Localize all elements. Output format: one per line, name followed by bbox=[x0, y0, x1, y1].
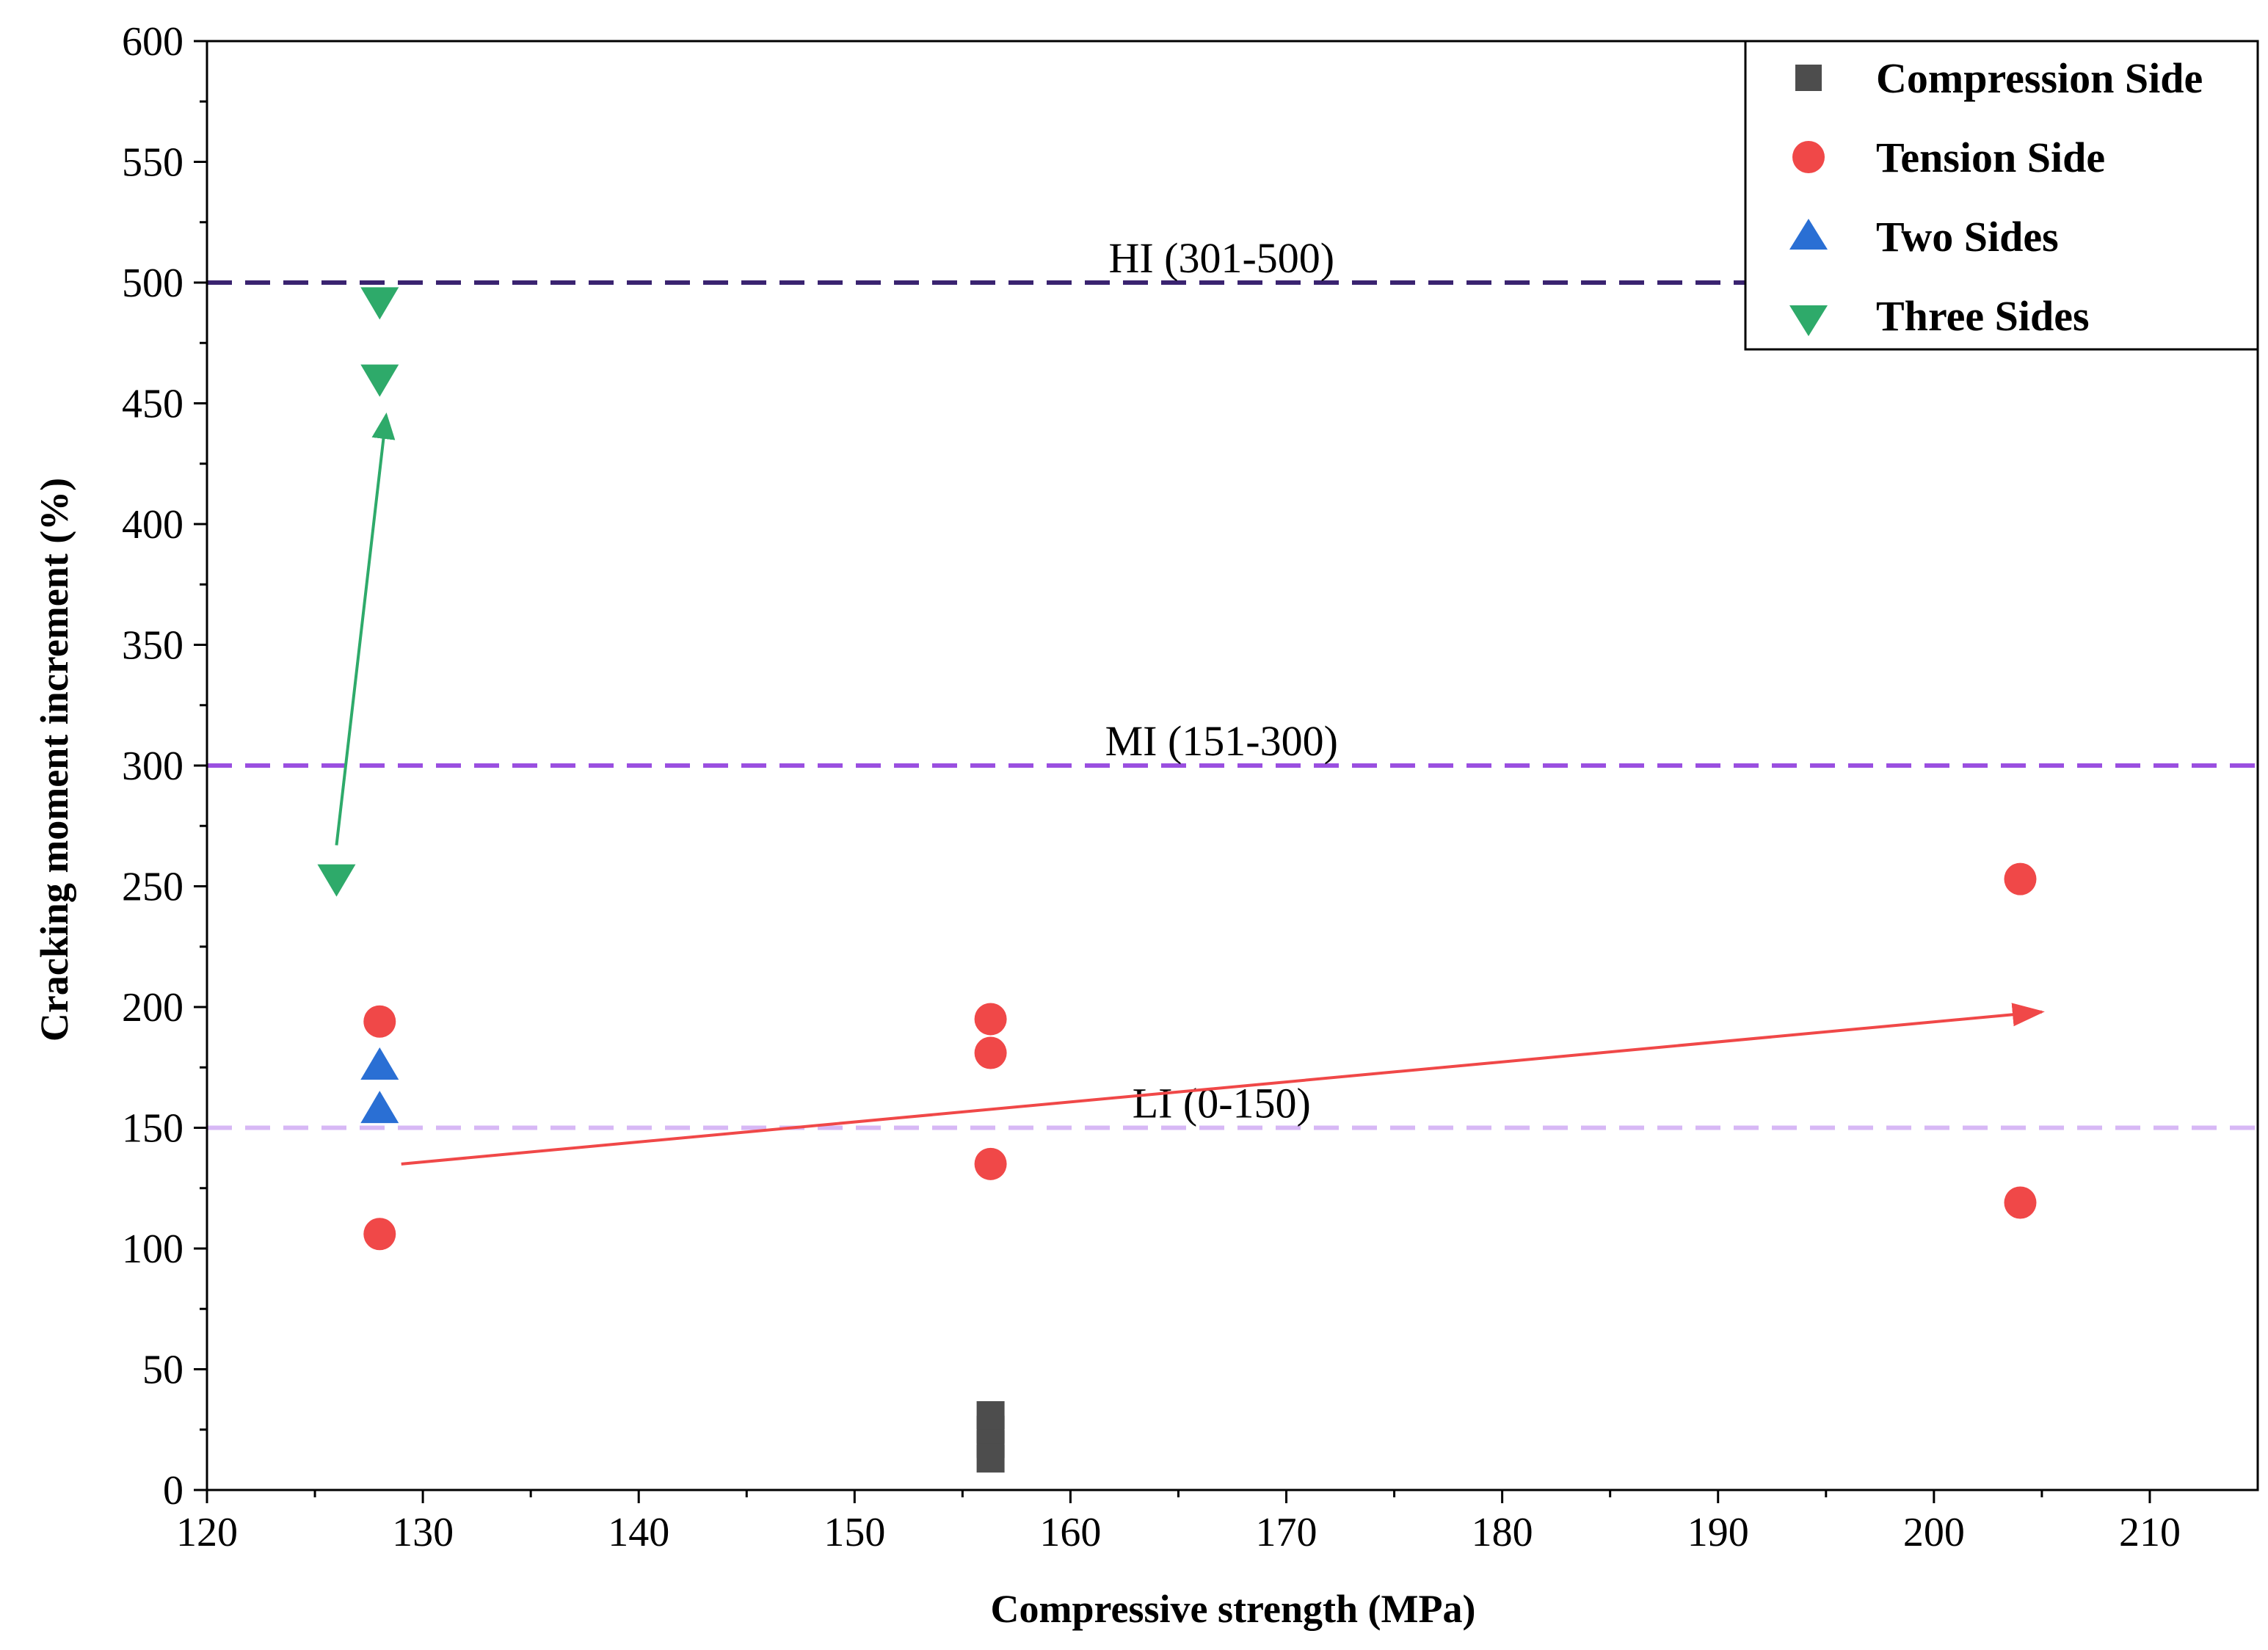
x-tick-label-2: 140 bbox=[608, 1510, 669, 1555]
point-three-sides-1 bbox=[360, 364, 399, 397]
y-tick-label-1: 50 bbox=[142, 1348, 183, 1393]
point-tension-side-3 bbox=[974, 1036, 1007, 1069]
legend-icon-compression-side bbox=[1795, 65, 1822, 91]
legend-icon-two-sides bbox=[1789, 219, 1828, 250]
legend-icon-tension-side bbox=[1792, 141, 1825, 173]
x-tick-label-3: 150 bbox=[824, 1510, 885, 1555]
y-tick-label-11: 550 bbox=[122, 140, 183, 186]
x-tick-label-5: 170 bbox=[1256, 1510, 1317, 1555]
legend-label-compression-side: Compression Side bbox=[1876, 54, 2203, 102]
reference-lines: HI (301-500)MI (151-300)LI (0-150) bbox=[207, 234, 2258, 1130]
y-tick-label-12: 600 bbox=[122, 19, 183, 65]
point-tension-side-6 bbox=[2004, 1186, 2037, 1219]
point-tension-side-2 bbox=[974, 1003, 1007, 1036]
point-tension-side-1 bbox=[363, 1218, 396, 1251]
y-axis-title: Cracking moment increment (%) bbox=[32, 478, 76, 1042]
y-tick-label-0: 0 bbox=[163, 1468, 183, 1513]
x-tick-label-7: 190 bbox=[1687, 1510, 1749, 1555]
trend-arrow-1 bbox=[401, 1003, 2045, 1166]
y-tick-label-8: 400 bbox=[122, 502, 183, 548]
x-tick-label-0: 120 bbox=[176, 1510, 238, 1555]
trend-arrows bbox=[335, 412, 2045, 1166]
legend-label-three-sides: Three Sides bbox=[1876, 292, 2090, 340]
legend-label-two-sides: Two Sides bbox=[1876, 213, 2059, 261]
legend-icon-three-sides bbox=[1789, 305, 1828, 336]
x-tick-label-8: 200 bbox=[1903, 1510, 1965, 1555]
x-axis-title: Compressive strength (MPa) bbox=[991, 1587, 1476, 1631]
axes: 120 130 140 150 160 170 180 190 200 210 0 50 100 150 2… bbox=[122, 19, 2259, 1555]
point-tension-side-0 bbox=[363, 1005, 396, 1038]
y-tick-label-5: 250 bbox=[122, 865, 183, 910]
point-compression-side-3 bbox=[976, 1401, 1005, 1430]
reference-line-label-1: MI (151-300) bbox=[1105, 717, 1338, 765]
x-tick-label-1: 130 bbox=[392, 1510, 454, 1555]
point-three-sides-0 bbox=[360, 287, 399, 320]
y-tick-label-2: 100 bbox=[122, 1226, 183, 1272]
x-tick-label-4: 160 bbox=[1039, 1510, 1101, 1555]
reference-line-label-0: HI (301-500) bbox=[1108, 234, 1334, 282]
y-tick-label-9: 450 bbox=[122, 382, 183, 427]
point-tension-side-4 bbox=[974, 1147, 1007, 1180]
data-points bbox=[317, 287, 2037, 1473]
legend: Compression Side Tension Side Two Sides … bbox=[1744, 40, 2259, 351]
legend-label-tension-side: Tension Side bbox=[1876, 134, 2105, 181]
x-tick-label-6: 180 bbox=[1472, 1510, 1533, 1555]
y-tick-label-7: 350 bbox=[122, 623, 183, 669]
point-tension-side-5 bbox=[2004, 862, 2037, 895]
x-tick-label-9: 210 bbox=[2119, 1510, 2181, 1555]
trend-arrow-0 bbox=[335, 412, 396, 846]
point-two-sides-1 bbox=[360, 1091, 399, 1124]
point-three-sides-2 bbox=[317, 864, 356, 897]
legend-box bbox=[1744, 40, 2259, 351]
y-tick-label-4: 200 bbox=[122, 985, 183, 1031]
y-tick-label-6: 300 bbox=[122, 744, 183, 789]
y-tick-label-10: 500 bbox=[122, 261, 183, 306]
y-tick-label-3: 150 bbox=[122, 1106, 183, 1152]
point-two-sides-0 bbox=[360, 1047, 399, 1080]
